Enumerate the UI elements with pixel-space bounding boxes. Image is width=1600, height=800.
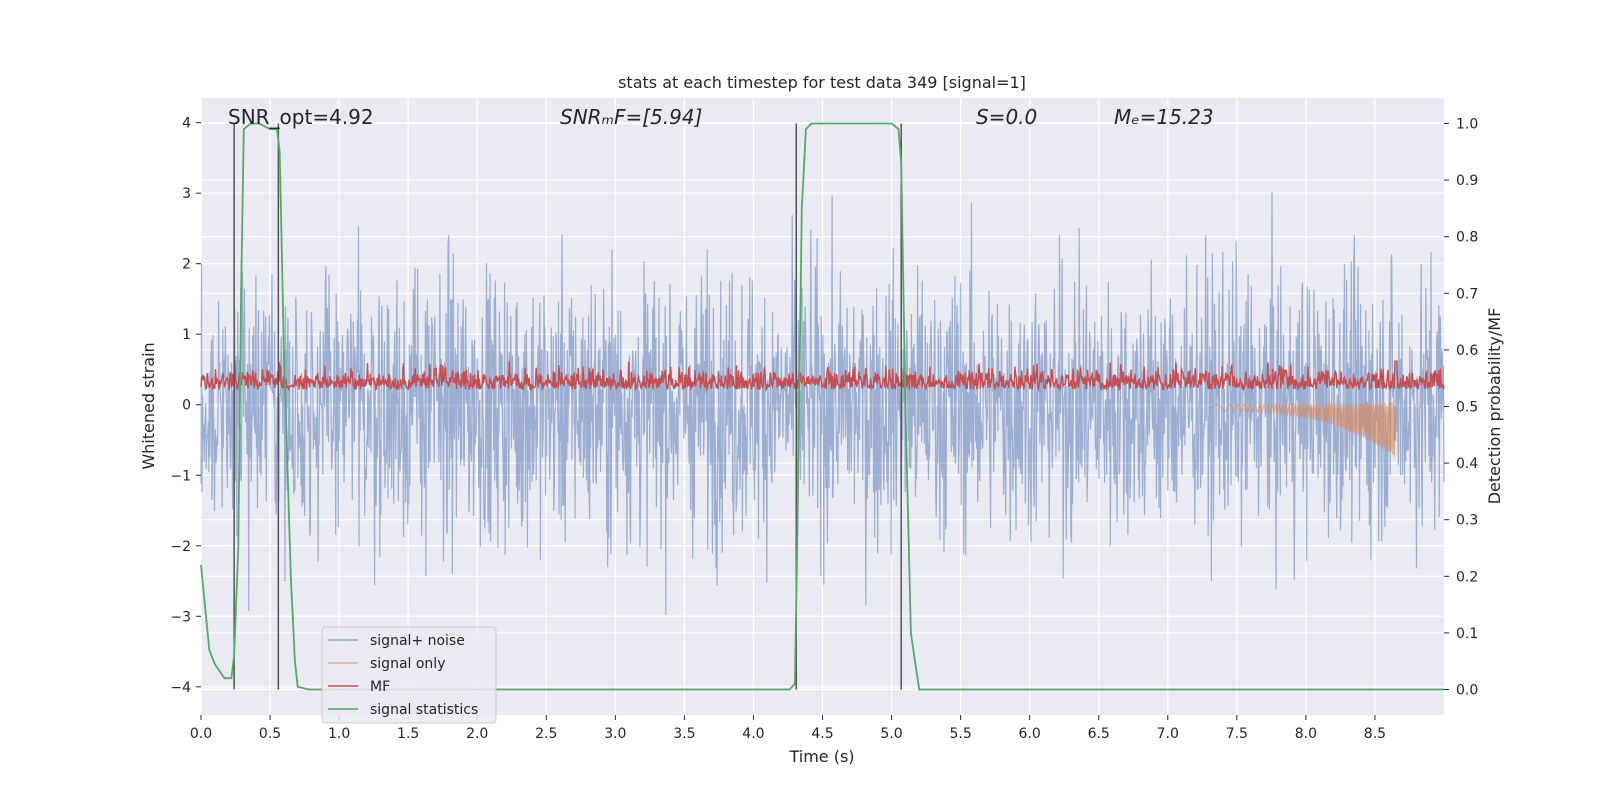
x-tick-label-3: 1.5 bbox=[397, 726, 419, 742]
legend-label-noise: signal+ noise bbox=[370, 633, 465, 649]
x-tick-label-15: 7.5 bbox=[1226, 726, 1248, 742]
x-tick-label-13: 6.5 bbox=[1088, 726, 1110, 742]
x-tick-label-7: 3.5 bbox=[673, 726, 695, 742]
x-tick-label-8: 4.0 bbox=[742, 726, 764, 742]
y2-tick-label-7: 0.3 bbox=[1456, 513, 1478, 529]
y2-tick-label-8: 0.2 bbox=[1456, 569, 1478, 585]
legend-box bbox=[321, 626, 497, 724]
mf-line bbox=[200, 360, 1445, 392]
y2-tick-label-0: 1.0 bbox=[1456, 116, 1478, 132]
x-tick-label-11: 5.5 bbox=[949, 726, 971, 742]
y2-axis-label: Detection probability/MF bbox=[1485, 308, 1504, 505]
annotation-snr-mf: SNRₘF=[5.94] bbox=[560, 105, 702, 129]
x-axis-label: Time (s) bbox=[788, 747, 854, 766]
y-tick-label-1: 3 bbox=[182, 186, 191, 202]
y-tick-label-8: −4 bbox=[170, 680, 191, 696]
signal-noise-line bbox=[200, 191, 1445, 615]
x-tick-label-4: 2.0 bbox=[466, 726, 488, 742]
x-tick-label-14: 7.0 bbox=[1157, 726, 1179, 742]
y-tick-label-0: 4 bbox=[182, 116, 191, 132]
y2-tick-label-3: 0.7 bbox=[1456, 286, 1478, 302]
mf-series bbox=[200, 360, 1445, 392]
legend-label-mf: MF bbox=[370, 679, 390, 695]
annotation-mc: Mₑ=15.23 bbox=[1114, 105, 1214, 129]
y2-tick-label-6: 0.4 bbox=[1456, 456, 1478, 472]
y-tick-label-4: 0 bbox=[182, 398, 191, 414]
y-tick-label-3: 1 bbox=[182, 327, 191, 343]
x-tick-label-16: 8.0 bbox=[1295, 726, 1317, 742]
x-tick-label-1: 0.5 bbox=[259, 726, 281, 742]
y-tick-label-7: −3 bbox=[170, 609, 191, 625]
y2-ticks: 1.0 0.9 0.8 0.7 0.6 0.5 0.4 0.3 0.2 0.1 0.0 bbox=[1444, 116, 1478, 699]
x-tick-label-9: 4.5 bbox=[811, 726, 833, 742]
y-tick-label-2: 2 bbox=[182, 257, 191, 273]
y-tick-label-6: −2 bbox=[170, 539, 191, 555]
x-tick-label-2: 1.0 bbox=[328, 726, 350, 742]
y2-tick-label-1: 0.9 bbox=[1456, 173, 1478, 189]
y-ticks: 4 3 2 1 0 −1 −2 −3 −4 bbox=[170, 116, 201, 696]
legend-label-stats: signal statistics bbox=[370, 702, 478, 718]
chart-title: stats at each timestep for test data 349… bbox=[618, 73, 1026, 92]
x-tick-label-10: 5.0 bbox=[880, 726, 902, 742]
x-tick-label-0: 0.0 bbox=[190, 726, 212, 742]
y2-tick-label-4: 0.6 bbox=[1456, 343, 1478, 359]
x-tick-label-6: 3.0 bbox=[604, 726, 626, 742]
y-tick-label-5: −1 bbox=[170, 468, 191, 484]
x-ticks: 0.0 0.5 1.0 1.5 2.0 2.5 3.0 3.5 4.0 4.5 5.0 5.5 6.0 6… bbox=[190, 715, 1386, 742]
annotation-s: S=0.0 bbox=[976, 105, 1037, 129]
y-axis-label: Whitened strain bbox=[139, 342, 158, 469]
y2-tick-label-2: 0.8 bbox=[1456, 230, 1478, 246]
annotation-snr-opt: SNR_opt=4.92 bbox=[228, 105, 374, 129]
y2-tick-label-5: 0.5 bbox=[1456, 400, 1478, 416]
x-tick-label-17: 8.5 bbox=[1364, 726, 1386, 742]
signal-only-series bbox=[1209, 401, 1397, 458]
x-tick-label-12: 6.0 bbox=[1019, 726, 1041, 742]
x-tick-label-5: 2.5 bbox=[535, 726, 557, 742]
y2-tick-label-9: 0.1 bbox=[1456, 626, 1478, 642]
y2-tick-label-10: 0.0 bbox=[1456, 683, 1478, 699]
signal-only-line bbox=[1209, 401, 1397, 458]
legend: signal+ noise signal only MF signal stat… bbox=[321, 626, 497, 724]
signal-noise-series bbox=[200, 191, 1445, 615]
legend-label-signal-only: signal only bbox=[370, 656, 445, 672]
